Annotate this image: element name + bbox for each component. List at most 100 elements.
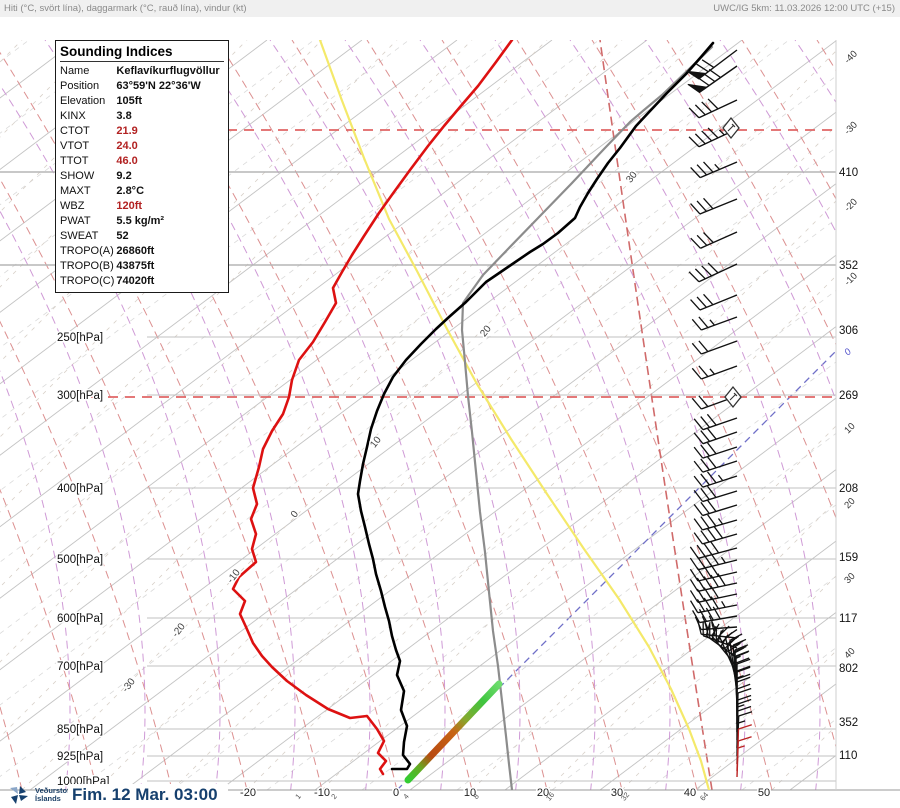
sounding-indices-box: Sounding Indices Name Keflavíkurflugvöllu… — [55, 40, 229, 293]
bottom-temp-label: 50 — [758, 787, 770, 799]
index-value: 9.2 — [116, 170, 132, 182]
adiabat-label: -30 — [120, 676, 138, 695]
temperature-curve — [356, 41, 715, 771]
pinwheel-logo-icon — [10, 786, 28, 804]
pressure-axis-label: 500[hPa] — [57, 554, 103, 566]
index-value: Keflavíkurflugvöllur — [116, 65, 220, 77]
index-label: Position — [60, 80, 100, 92]
index-value: 3.8 — [116, 110, 132, 122]
axis-labels: 250[hPa] 300[hPa] 400[hPa] 500[hPa] 600[hPa]… — [56, 49, 860, 803]
height-label: 352 — [839, 717, 858, 729]
index-label: Elevation — [60, 95, 106, 107]
index-label: VTOT — [60, 140, 90, 152]
tropopause-markers — [722, 116, 742, 409]
height-label: 208 — [839, 483, 858, 495]
index-value: 5.5 kg/m² — [116, 215, 165, 227]
indices-table: Name Keflavíkurflugvöllur Position 63°59'N … — [60, 64, 222, 289]
highlight-segment — [404, 680, 503, 784]
pressure-axis-label: 250[hPa] — [57, 332, 103, 344]
indices-row: CTOT 21.9 — [60, 124, 222, 139]
indices-row: TROPO(B) 43875ft — [60, 259, 222, 274]
index-label: TROPO(C) — [60, 275, 115, 287]
met-office-name: Veðurstofa Íslands — [35, 786, 74, 803]
right-isotherm-label: -20 — [842, 197, 859, 214]
pressure-axis-label: 600[hPa] — [57, 613, 103, 625]
valid-datetime: Fim. 12 Mar. 03:00 — [68, 784, 228, 806]
pressure-axis-label: 700[hPa] — [57, 661, 103, 673]
height-label: 410 — [839, 167, 858, 179]
index-label: TROPO(A) — [60, 245, 114, 257]
mixing-ratio-label: 2 — [329, 792, 339, 801]
background-grid — [0, 40, 836, 790]
index-label: KINX — [60, 110, 86, 122]
height-label: 352 — [839, 260, 858, 272]
indices-title: Sounding Indices — [60, 44, 224, 62]
adiabat-label: 10 — [368, 434, 384, 450]
index-value: 21.9 — [116, 125, 138, 137]
index-label: CTOT — [60, 125, 90, 137]
bottom-temp-label: 0 — [393, 787, 399, 799]
height-label: 159 — [839, 552, 858, 564]
mixing-ratio-label: 8 — [471, 792, 481, 801]
dewpoint-curve — [231, 40, 514, 776]
right-isotherm-label: 10 — [842, 421, 857, 436]
indices-row: Position 63°59'N 22°36'W — [60, 79, 222, 94]
tropopause-lines — [57, 129, 836, 398]
right-isotherm-label: -10 — [842, 271, 859, 288]
indices-row: SHOW 9.2 — [60, 169, 222, 184]
right-isotherm-label: 0 — [842, 346, 854, 358]
index-value: 120ft — [116, 200, 143, 212]
right-isotherm-label: -30 — [842, 120, 859, 137]
header-legend-text: Hiti (°C, svört lína), daggarmark (°C, r… — [4, 3, 247, 14]
index-label: MAXT — [60, 185, 91, 197]
wind-barbs — [686, 49, 753, 778]
bottom-temp-label: 10 — [464, 787, 476, 799]
height-label: 269 — [839, 390, 858, 402]
index-label: SWEAT — [60, 230, 99, 242]
gray-reference-line — [460, 45, 714, 790]
mixing-ratio-label: 64 — [698, 790, 710, 802]
height-label: 110 — [839, 750, 857, 762]
index-label: TROPO(B) — [60, 260, 114, 272]
right-isotherm-label: -40 — [842, 49, 859, 66]
top-header-bar: Hiti (°C, svört lína), daggarmark (°C, r… — [0, 0, 900, 17]
bottom-temp-label: 30 — [611, 787, 623, 799]
bottom-temp-label: -10 — [314, 787, 330, 799]
index-value: 24.0 — [116, 140, 138, 152]
index-value: 105ft — [116, 95, 143, 107]
index-label: WBZ — [60, 200, 85, 212]
pressure-axis-label: 300[hPa] — [57, 390, 103, 402]
bottom-temp-label: 20 — [537, 787, 549, 799]
header-run-info: UWC/IG 5km: 11.03.2026 12:00 UTC (+15) — [713, 3, 895, 14]
index-label: Name — [60, 65, 90, 77]
met-office-logo: Veðurstofa Íslands — [6, 784, 74, 806]
indices-row: TTOT 46.0 — [60, 154, 222, 169]
yellow-reference-line — [318, 40, 711, 790]
index-value: 2.8°C — [116, 185, 145, 197]
index-value: 74020ft — [116, 275, 155, 287]
indices-row: SWEAT 52 — [60, 229, 222, 244]
pressure-axis-label: 925[hPa] — [57, 751, 103, 763]
height-label: 802 — [839, 663, 858, 675]
index-label: PWAT — [60, 215, 91, 227]
index-value: 63°59'N 22°36'W — [116, 80, 201, 92]
index-value: 46.0 — [116, 155, 138, 167]
right-isotherm-label: 20 — [842, 496, 857, 511]
height-label: 117 — [839, 613, 857, 625]
mixing-ratio-label: 1 — [293, 792, 303, 801]
indices-row: Name Keflavíkurflugvöllur — [60, 64, 222, 79]
right-isotherm-label: 40 — [842, 646, 857, 661]
height-label: 306 — [839, 325, 858, 337]
pressure-axis-label: 850[hPa] — [57, 724, 103, 736]
adiabat-label: 0 — [289, 509, 301, 521]
pressure-gridlines — [0, 40, 900, 791]
indices-row: TROPO(A) 26860ft — [60, 244, 222, 259]
pressure-axis-label: 400[hPa] — [57, 483, 103, 495]
bottom-temp-label: 40 — [684, 787, 696, 799]
right-isotherm-label: 30 — [842, 571, 857, 586]
indices-row: WBZ 120ft — [60, 199, 222, 214]
indices-row: PWAT 5.5 kg/m² — [60, 214, 222, 229]
index-label: TTOT — [60, 155, 89, 167]
indices-row: Elevation 105ft — [60, 94, 222, 109]
